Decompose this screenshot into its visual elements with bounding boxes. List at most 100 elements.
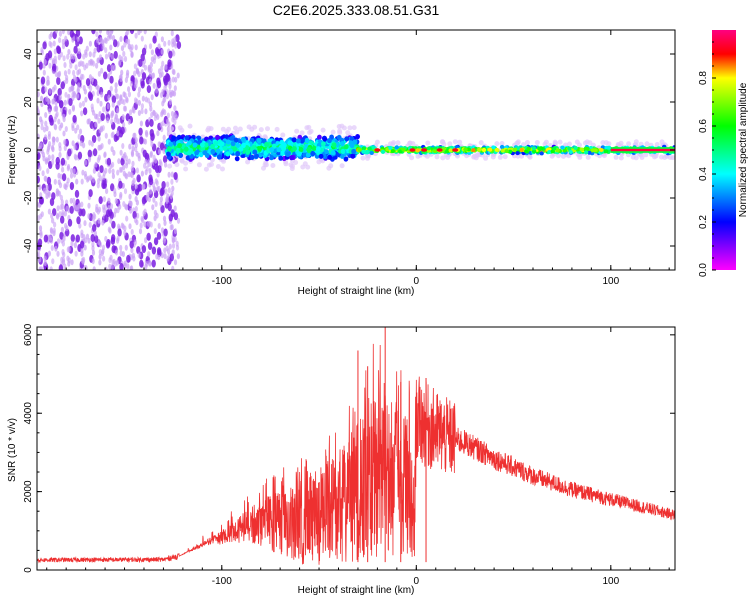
noise-point [47, 183, 52, 191]
noise-point [138, 59, 143, 67]
noise-point [72, 114, 77, 123]
band-point [225, 139, 231, 145]
noise-point [173, 259, 178, 266]
noise-point [74, 189, 80, 198]
noise-point [110, 263, 114, 270]
noise-point [51, 146, 55, 153]
y-tick-label: 40 [23, 48, 34, 60]
band-point [225, 151, 231, 157]
halo-point [483, 155, 489, 161]
noise-point [151, 246, 157, 255]
y-tick-label: 2000 [23, 480, 34, 503]
noise-point [91, 245, 95, 252]
noise-point [112, 258, 116, 265]
noise-point [168, 213, 173, 222]
band-point [171, 135, 177, 141]
halo-point [440, 155, 446, 161]
y-tick-label: 0 [23, 567, 34, 573]
noise-point [48, 33, 52, 40]
noise-point [152, 35, 157, 44]
noise-point [126, 263, 130, 270]
noise-point [135, 150, 139, 157]
noise-point [134, 137, 138, 144]
noise-point [109, 217, 113, 224]
noise-point [141, 47, 147, 56]
noise-point [37, 91, 40, 98]
noise-point [115, 259, 119, 266]
halo-point [582, 140, 588, 146]
noise-point [132, 211, 137, 219]
halo-point [224, 129, 230, 135]
noise-point [69, 62, 73, 69]
band-point [234, 156, 240, 162]
noise-point [52, 40, 56, 47]
noise-point [109, 203, 114, 210]
noise-point [38, 256, 42, 263]
noise-point [127, 86, 131, 93]
noise-point [60, 215, 65, 224]
noise-point [167, 187, 171, 194]
spectrogram-plot: -100 0 100 -40 -20 0 20 40 Height of straight … [7, 29, 676, 297]
noise-point [128, 43, 132, 50]
noise-point [53, 48, 57, 55]
noise-point [56, 77, 61, 85]
noise-point [98, 175, 102, 182]
noise-point [98, 259, 102, 266]
noise-point [57, 118, 61, 125]
noise-point [128, 193, 132, 200]
noise-point [149, 150, 153, 157]
noise-point [63, 145, 67, 151]
noise-point [75, 30, 81, 37]
noise-point [110, 53, 114, 60]
noise-point [121, 182, 125, 189]
noise-point [63, 70, 68, 77]
noise-point [139, 136, 144, 145]
noise-point [127, 158, 131, 165]
band-point [327, 154, 333, 160]
noise-point [151, 204, 155, 211]
y-tick-label: 4000 [23, 402, 34, 425]
noise-point [88, 40, 92, 47]
band-point [186, 150, 192, 156]
band-point [552, 146, 557, 151]
noise-point [163, 253, 167, 260]
noise-point [150, 111, 154, 118]
noise-point [64, 126, 68, 132]
noise-point [75, 93, 80, 99]
halo-point [174, 162, 180, 168]
band-point [560, 145, 565, 150]
noise-point [153, 237, 159, 246]
band-point [539, 151, 544, 156]
noise-point [70, 259, 74, 266]
band-point [537, 146, 542, 151]
noise-point [140, 35, 144, 42]
halo-point [534, 140, 540, 145]
halo-point [206, 125, 212, 131]
noise-point [163, 96, 167, 103]
noise-point [165, 245, 169, 252]
halo-point [245, 159, 251, 165]
noise-point [160, 36, 164, 43]
noise-point [168, 50, 173, 59]
noise-point [79, 140, 83, 147]
halo-point [543, 139, 549, 145]
noise-point [67, 93, 71, 100]
noise-point [152, 82, 156, 89]
noise-point [160, 111, 164, 118]
noise-point [111, 234, 116, 243]
band-point [315, 146, 321, 152]
halo-point [603, 140, 609, 146]
noise-point [171, 265, 175, 270]
noise-point [133, 70, 137, 77]
noise-point [97, 70, 101, 77]
noise-point [118, 166, 122, 173]
halo-point [464, 153, 470, 159]
band-point [257, 146, 263, 152]
noise-point [105, 188, 109, 195]
noise-point [159, 121, 163, 128]
noise-point [148, 43, 153, 50]
noise-point [97, 144, 101, 151]
noise-point [99, 165, 104, 174]
noise-point [155, 180, 159, 186]
